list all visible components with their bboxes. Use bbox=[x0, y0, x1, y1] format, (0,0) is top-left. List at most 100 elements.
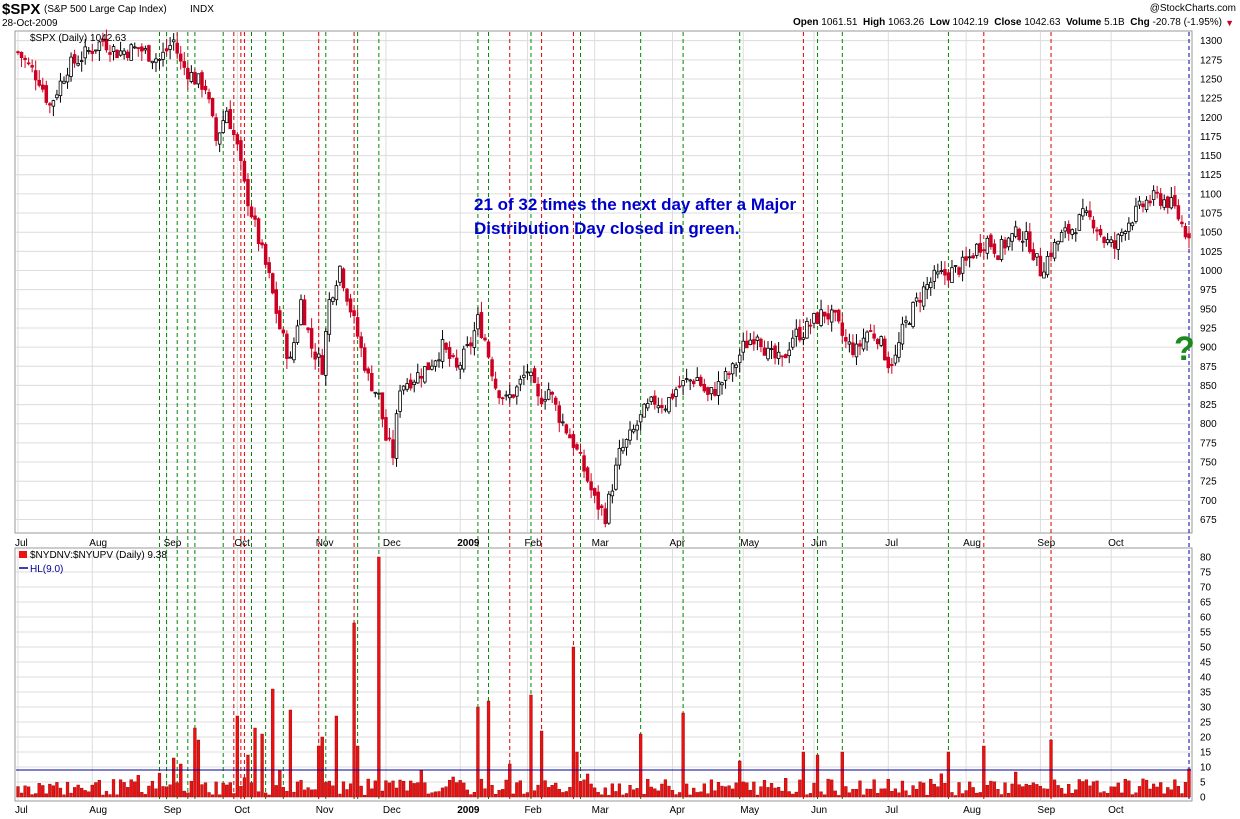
low-label: Low bbox=[929, 17, 950, 28]
ratio-bar bbox=[826, 778, 830, 798]
price-tick-label: 1175 bbox=[1200, 132, 1222, 143]
price-candle-body bbox=[108, 52, 112, 55]
ratio-bar bbox=[1141, 778, 1145, 798]
price-tick-label: 1200 bbox=[1200, 113, 1223, 124]
ratio-bar bbox=[150, 780, 155, 798]
price-candle-body bbox=[221, 120, 225, 133]
ratio-bar bbox=[437, 791, 441, 798]
x-tick-label: Feb bbox=[524, 805, 542, 816]
ratio-bar bbox=[734, 782, 738, 798]
x-tick-label: Apr bbox=[669, 805, 685, 816]
price-candle-body bbox=[737, 354, 742, 363]
price-candle-body bbox=[730, 363, 735, 375]
ratio-bar bbox=[929, 778, 933, 798]
x-tick-label: Oct bbox=[234, 538, 250, 549]
price-candle-body bbox=[299, 299, 303, 326]
ratio-bar bbox=[65, 781, 70, 798]
ratio-bar bbox=[430, 792, 434, 798]
price-candle-body bbox=[875, 339, 880, 345]
close-value: 1042.63 bbox=[1024, 17, 1061, 28]
price-candle-body bbox=[1056, 240, 1060, 245]
price-candle-body bbox=[925, 284, 929, 290]
ratio-bar bbox=[249, 782, 254, 798]
ratio-bar bbox=[1056, 785, 1060, 798]
x-tick-label: May bbox=[740, 538, 759, 549]
price-tick-label: 750 bbox=[1200, 458, 1217, 469]
ratio-bar bbox=[738, 760, 742, 798]
ratio-bar bbox=[228, 782, 232, 798]
ratio-bar bbox=[550, 785, 554, 798]
x-tick-label: Sep bbox=[1037, 805, 1055, 816]
ratio-bar bbox=[858, 780, 862, 798]
ratio-bar bbox=[731, 788, 735, 798]
price-candle-body bbox=[635, 424, 639, 431]
price-candle-body bbox=[115, 49, 119, 59]
price-candle-body bbox=[840, 322, 845, 336]
ratio-bar bbox=[982, 745, 986, 798]
price-tick-label: 975 bbox=[1200, 285, 1217, 296]
price-candle-body bbox=[235, 134, 240, 145]
price-candle-body bbox=[656, 405, 661, 409]
ratio-bar bbox=[504, 779, 508, 798]
price-candle-body bbox=[564, 424, 569, 434]
price-candle-body bbox=[1162, 199, 1166, 208]
x-tick-label: Mar bbox=[592, 538, 610, 549]
ratio-bar bbox=[674, 794, 678, 798]
price-candle-body bbox=[175, 42, 179, 54]
price-candle-body bbox=[87, 50, 91, 52]
price-tick-label: 1050 bbox=[1200, 228, 1223, 239]
price-candle-body bbox=[125, 51, 130, 58]
price-candle-body bbox=[780, 355, 784, 358]
price-candle-body bbox=[603, 508, 608, 525]
price-tick-label: 725 bbox=[1200, 477, 1217, 488]
price-candle-body bbox=[568, 434, 572, 439]
price-candle-body bbox=[617, 447, 622, 466]
price-candle-body bbox=[663, 408, 668, 411]
price-candle-body bbox=[769, 348, 774, 351]
ratio-bar bbox=[844, 786, 848, 798]
ratio-bar bbox=[833, 790, 837, 798]
price-candle-body bbox=[306, 327, 310, 331]
ratio-bar bbox=[356, 745, 360, 798]
ratio-bar bbox=[310, 789, 314, 798]
price-candle-body bbox=[1166, 196, 1170, 208]
ratio-bar bbox=[539, 730, 544, 798]
ratio-bar bbox=[1169, 789, 1173, 798]
price-candle-body bbox=[345, 288, 349, 302]
ratio-bar bbox=[830, 779, 834, 798]
price-candle-body bbox=[327, 299, 332, 335]
ratio-bar bbox=[1010, 783, 1014, 798]
price-candle-body bbox=[1024, 231, 1029, 240]
price-candle-body bbox=[776, 351, 781, 359]
price-candle-body bbox=[801, 337, 806, 340]
price-candle-body bbox=[677, 385, 682, 388]
ratio-bar bbox=[571, 646, 576, 798]
price-candle-body bbox=[504, 394, 508, 397]
x-tick-label: 2009 bbox=[457, 538, 480, 549]
price-candle-body bbox=[203, 85, 208, 91]
price-candle-body bbox=[851, 342, 855, 355]
price-candle-body bbox=[324, 331, 328, 376]
ratio-bar bbox=[568, 787, 572, 798]
price-candle-body bbox=[928, 281, 933, 288]
price-candle-body bbox=[684, 378, 689, 380]
ratio-bar bbox=[458, 780, 462, 798]
down-triangle-icon: ▼ bbox=[1225, 18, 1234, 28]
ratio-bar bbox=[16, 786, 20, 798]
price-candle-body bbox=[628, 429, 632, 441]
price-candle-body bbox=[122, 50, 126, 55]
price-candle-body bbox=[787, 349, 791, 357]
price-candle-body bbox=[1176, 205, 1181, 220]
ratio-tick-label: 15 bbox=[1200, 748, 1212, 759]
ratio-bar bbox=[76, 784, 80, 798]
ratio-bar bbox=[692, 787, 696, 798]
stockcharts-watermark: @StockCharts.com bbox=[1149, 3, 1236, 14]
x-tick-label: Jul bbox=[885, 805, 898, 816]
ratio-bar bbox=[904, 790, 908, 798]
price-candle-body bbox=[996, 255, 1000, 261]
ratio-bar bbox=[511, 793, 515, 798]
ratio-bar bbox=[801, 751, 805, 798]
price-candle-body bbox=[762, 347, 767, 356]
price-candle-body bbox=[1183, 226, 1188, 238]
ratio-bar bbox=[302, 789, 307, 798]
